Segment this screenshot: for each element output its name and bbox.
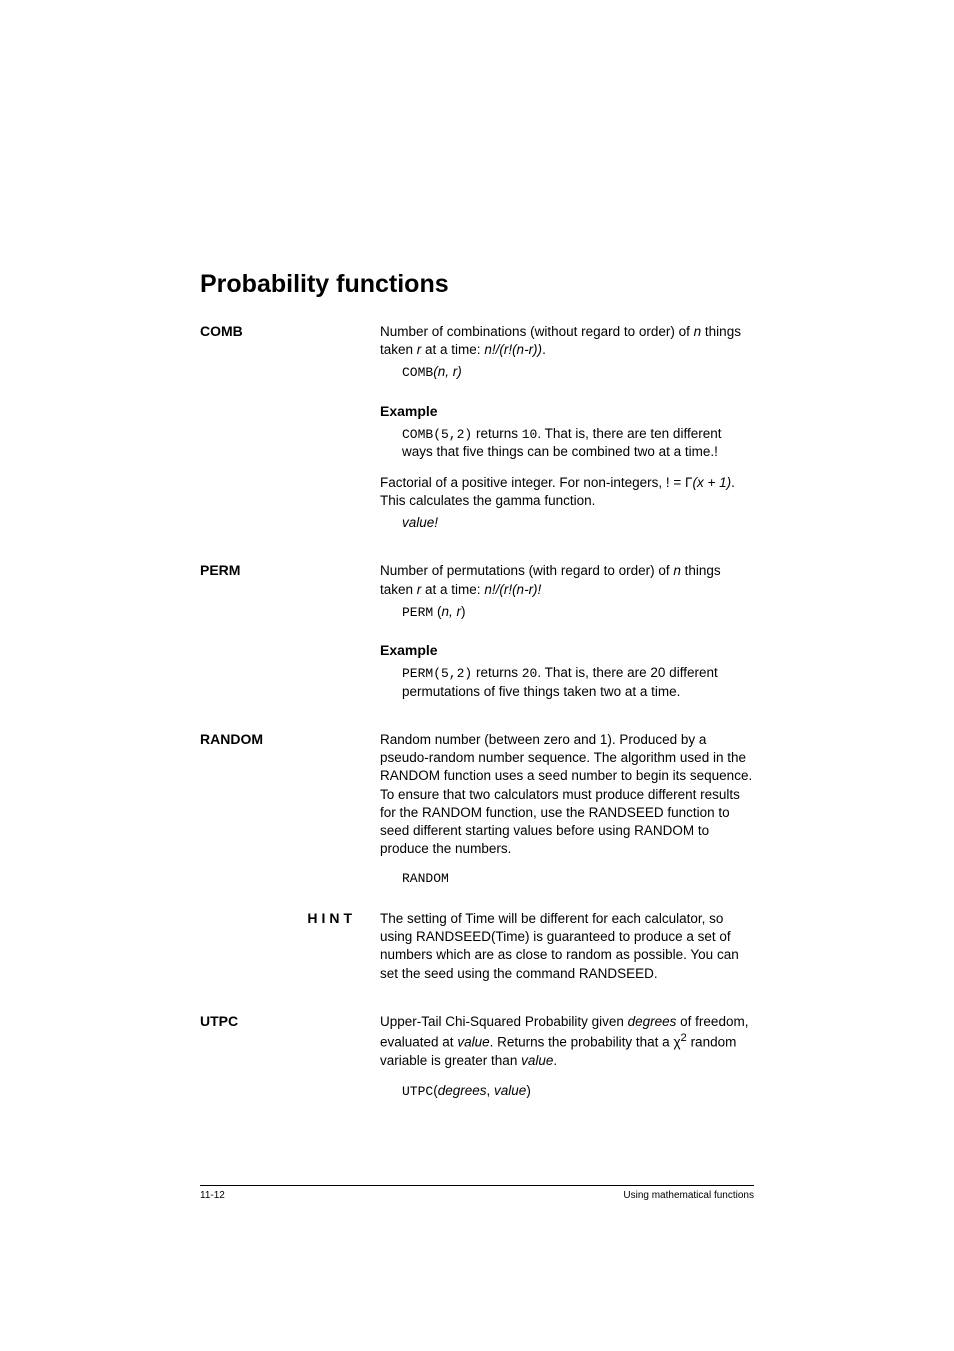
label-perm: PERM (200, 562, 240, 578)
page-number: 11-12 (200, 1190, 225, 1201)
factorial-syntax: value! (380, 514, 754, 532)
perm-syntax: PERM (n, r) (380, 603, 754, 622)
utpc-syntax: UTPC(degrees, value) (380, 1082, 754, 1101)
label-random: RANDOM (200, 731, 263, 747)
perm-example-label: Example (380, 641, 754, 660)
random-syntax: RANDOM (380, 870, 754, 888)
utpc-desc: Upper-Tail Chi-Squared Probability given… (380, 1013, 754, 1070)
label-utpc: UTPC (200, 1013, 238, 1029)
section-title: Probability functions (200, 270, 754, 299)
factorial-desc: Factorial of a positive integer. For non… (380, 474, 754, 510)
label-comb: COMB (200, 323, 243, 339)
comb-example-label: Example (380, 402, 754, 421)
perm-example: PERM(5,2) returns 20. That is, there are… (380, 664, 754, 701)
perm-desc: Number of permutations (with regard to o… (380, 562, 754, 598)
entry-hint: HINT The setting of Time will be differe… (200, 910, 754, 987)
footer-title: Using mathematical functions (623, 1190, 754, 1201)
comb-desc: Number of combinations (without regard t… (380, 323, 754, 359)
hint-desc: The setting of Time will be different fo… (380, 910, 754, 983)
entry-comb: COMB Number of combinations (without reg… (200, 323, 754, 536)
entry-utpc: UTPC Upper-Tail Chi-Squared Probability … (200, 1013, 754, 1105)
entry-random: RANDOM Random number (between zero and 1… (200, 731, 754, 892)
random-desc: Random number (between zero and 1). Prod… (380, 731, 754, 859)
comb-example: COMB(5,2) returns 10. That is, there are… (380, 425, 754, 462)
entry-perm: PERM Number of permutations (with regard… (200, 562, 754, 705)
label-hint: HINT (200, 910, 380, 926)
comb-syntax: COMB(n, r) (380, 363, 754, 382)
page-footer: 11-12 Using mathematical functions (200, 1185, 754, 1201)
